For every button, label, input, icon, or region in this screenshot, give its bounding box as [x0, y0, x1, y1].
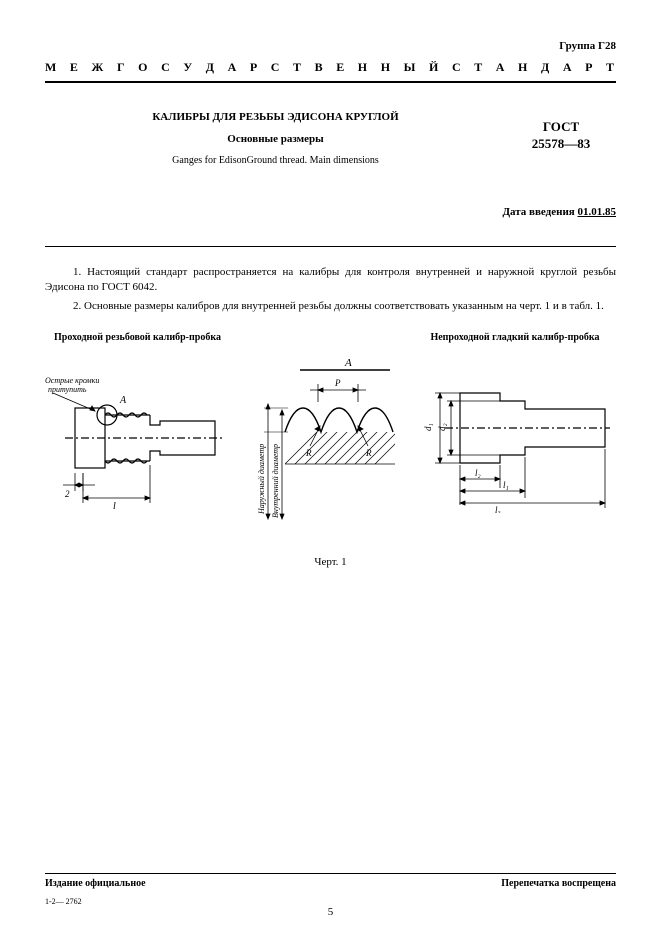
gost-label: ГОСТ [506, 119, 616, 136]
axis-outer: Наружный диаметр [257, 443, 266, 514]
fig-right-caption: Непроходной гладкий калибр-пробка [415, 332, 615, 343]
footer: Издание официальное Перепечатка воспреще… [45, 873, 616, 906]
footer-right: Перепечатка воспрещена [501, 878, 616, 889]
dim-2: 2 [65, 489, 70, 499]
dim-l: l [113, 501, 116, 512]
dim-d2: d₂ [437, 423, 447, 431]
label-R1: R [305, 448, 312, 458]
fig-left-svg: Острые кромки притупить A 2 [45, 353, 230, 513]
fig-middle-svg: A P [240, 354, 405, 544]
dim-d1: d₁ [423, 423, 433, 431]
axis-inner: Внутренний диаметр [271, 443, 280, 517]
edge-note-1: Острые кромки [45, 376, 99, 385]
title-ru: КАЛИБРЫ ДЛЯ РЕЗЬБЫ ЭДИСОНА КРУГЛОЙ [45, 111, 506, 123]
date-line: Дата введения 01.01.85 [45, 206, 616, 218]
dim-l2: l₂ [475, 468, 481, 478]
dim-l1: l₁ [503, 480, 509, 490]
para-1: 1. Настоящий стандарт распространяется н… [45, 265, 616, 295]
group-label: Группа Г28 [45, 40, 616, 52]
footer-code: 1-2— 2762 [45, 897, 616, 906]
footer-left: Издание официальное [45, 878, 146, 889]
label-P: P [334, 378, 341, 388]
page-number: 5 [0, 906, 661, 918]
edge-note-2: притупить [48, 385, 87, 394]
date-value: 01.01.85 [578, 206, 617, 218]
gost-number: 25578—83 [506, 136, 616, 153]
para-2: 2. Основные размеры калибров для внутрен… [45, 299, 616, 314]
date-label: Дата введения [502, 206, 577, 218]
chert-label: Черт. 1 [45, 556, 616, 568]
label-A-mid: A [344, 357, 352, 369]
dim-l3: l₃ [495, 505, 501, 513]
title-en: Ganges for EdisonGround thread. Main dim… [45, 155, 506, 166]
subtitle-ru: Основные размеры [45, 133, 506, 145]
footer-rule [45, 873, 616, 874]
figure-row: Проходной резьбовой калибр-пробка [45, 332, 616, 544]
label-A-left: A [119, 395, 127, 406]
label-R2: R [365, 448, 372, 458]
gost-block: ГОСТ 25578—83 [506, 111, 616, 153]
rule-thin [45, 246, 616, 247]
fig-left-caption: Проходной резьбовой калибр-пробка [45, 332, 230, 343]
banner-title: М Е Ж Г О С У Д А Р С Т В Е Н Н Ы Й С Т … [45, 60, 616, 83]
fig-right-svg: d₁ d₂ [415, 353, 615, 513]
header-row: КАЛИБРЫ ДЛЯ РЕЗЬБЫ ЭДИСОНА КРУГЛОЙ Основ… [45, 111, 616, 166]
